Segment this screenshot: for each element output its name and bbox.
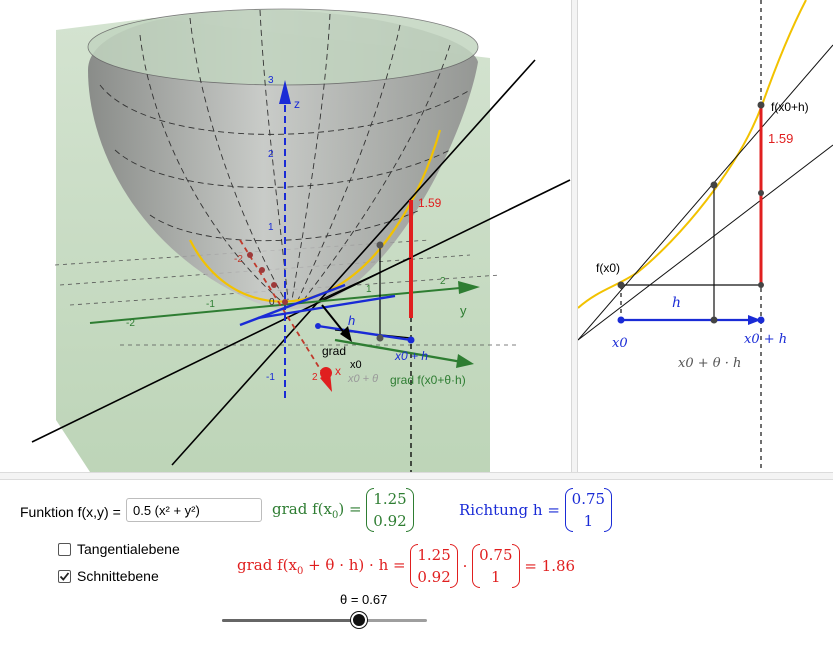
theta-slider-thumb[interactable] [351, 612, 368, 628]
z-tick-3: 3 [268, 75, 274, 86]
grad-vector: 1.25 0.92 [366, 488, 414, 532]
x0-theta-h-label-2d: x0 + θ · h [678, 356, 741, 371]
f-x0-label: f(x0) [596, 261, 620, 275]
direction-display: Richtung h = 0.75 1 [459, 488, 613, 532]
z-axis-arrow [279, 80, 291, 104]
y-tick-neg1: -1 [206, 299, 215, 310]
grad-label: grad f(x [272, 499, 332, 518]
y-tick-2: 2 [440, 276, 446, 287]
secant-line-2d [577, 44, 833, 341]
z-tick-1: 1 [268, 222, 274, 233]
y-axis-arrow [458, 281, 480, 294]
z-tick-2: 2 [268, 149, 274, 160]
x0-plus-h-label-3d: x0 + h [394, 349, 428, 363]
origin-label: 0 [269, 297, 275, 308]
function-input[interactable] [126, 498, 262, 522]
function-label: Funktion f(x,y) = [20, 504, 121, 520]
grad-label-3d: grad [322, 344, 346, 358]
x-axis-points [247, 252, 288, 305]
x-tick-2: 2 [312, 372, 318, 383]
paraboloid-rim [87, 8, 479, 86]
horizontal-splitter[interactable] [0, 472, 833, 480]
section-plane-label: Schnittebene [77, 568, 159, 584]
section-plane-checkbox[interactable] [58, 570, 71, 583]
tangent-plane-checkbox[interactable] [58, 543, 71, 556]
tangent-plane-label: Tangentialebene [77, 541, 180, 557]
graphics-3d-view[interactable]: z 3 2 1 -1 y -2 -1 1 2 x -2 2 0 1.59 h g… [0, 0, 571, 472]
y-tick-1: 1 [366, 284, 372, 295]
direction-vector: 0.75 1 [564, 488, 613, 532]
h-label-3d: h [348, 313, 355, 328]
direction-label: Richtung [459, 501, 529, 519]
parabola-2d [577, 0, 807, 309]
x-axis-label: x [335, 364, 341, 378]
z-axis-label: z [294, 97, 300, 111]
formula-grad-vector: 1.25 0.92 [410, 544, 458, 588]
grad-theta-label-3d: grad f(x0+θ·h) [390, 373, 466, 387]
tangent-line-2d [577, 144, 833, 341]
f-x0-h-label: f(x0+h) [771, 100, 809, 114]
paraboloid-surface [88, 9, 478, 310]
formula-result: = 1.86 [524, 557, 576, 575]
formula-dir-vector: 0.75 1 [472, 544, 520, 588]
check-icon [59, 572, 70, 581]
h-label-2d: h [672, 295, 681, 311]
value-label-2d: 1.59 [768, 131, 793, 146]
value-label-3d: 1.59 [418, 196, 442, 210]
x0-label-3d: x0 [350, 359, 362, 371]
theta-slider[interactable] [222, 612, 427, 628]
gradient-vector-theta [334, 338, 463, 364]
x-tick-neg2: -2 [234, 254, 243, 265]
theta-label: θ = 0.67 [340, 592, 388, 607]
grad-display: grad f(x0) = 1.25 0.92 [272, 488, 414, 532]
x0-label-2d: x0 [612, 336, 628, 351]
paraboloid-mesh [99, 9, 471, 301]
x0-theta-label-3d: x0 + θ [347, 373, 378, 385]
y-tick-neg2: -2 [126, 318, 135, 329]
x0-plus-h-label-2d: x0 + h [744, 332, 787, 347]
z-tick-neg1: -1 [266, 372, 275, 383]
y-axis [89, 287, 461, 324]
graphics-2d-view[interactable]: 1.59 h f(x0+h) f(x0) x0 x0 + h x0 + θ · … [577, 0, 833, 472]
direction-vectors [239, 283, 412, 342]
y-axis-label: y [460, 303, 467, 318]
x-axis-head-dot [320, 367, 332, 379]
theta-slider-fill [222, 619, 360, 622]
vertical-splitter[interactable] [571, 0, 578, 472]
directional-derivative-formula: grad f(x0 + θ · h) · h = 1.25 0.92 · 0.7… [237, 544, 576, 588]
